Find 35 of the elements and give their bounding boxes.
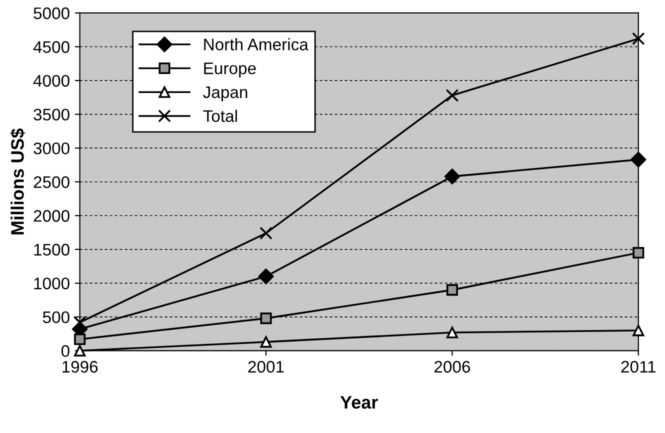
point (630, 152, 646, 168)
point (632, 247, 644, 259)
point (446, 284, 458, 296)
point (444, 168, 460, 184)
point (258, 268, 274, 284)
x-tick-label: 2001 (248, 360, 284, 373)
y-tick-label: 1500 (34, 244, 70, 256)
point (260, 226, 272, 240)
point (446, 326, 458, 338)
y-tick-label: 2000 (34, 210, 70, 222)
legend-label: North America (204, 38, 308, 50)
y-tick-label: 0 (61, 345, 70, 357)
point (73, 316, 86, 329)
point (632, 324, 644, 336)
y-axis-title: Millions US$ (10, 128, 26, 234)
point (632, 32, 645, 46)
point (446, 88, 459, 102)
legend-label: Europe (204, 62, 256, 78)
y-tick-label: 3000 (34, 142, 70, 154)
y-tick-label: 2500 (34, 176, 70, 188)
y-tick-label: 4000 (33, 74, 70, 87)
x-tick-label: 2011 (621, 360, 656, 373)
x-tick-label: 2006 (434, 360, 470, 373)
y-tick-label: 3500 (34, 108, 70, 121)
x-tick-label: 1996 (62, 360, 98, 373)
y-tick-label: 4500 (33, 41, 70, 53)
point (260, 336, 272, 348)
legend-label: Japan (203, 86, 248, 102)
point (260, 312, 272, 324)
y-tick-label: 5000 (34, 7, 70, 20)
legend-label: Total (203, 110, 237, 122)
y-tick-label: 1000 (34, 278, 70, 290)
x-axis-title: Year (340, 396, 378, 409)
point (74, 333, 86, 346)
y-tick-label: 500 (42, 311, 70, 324)
